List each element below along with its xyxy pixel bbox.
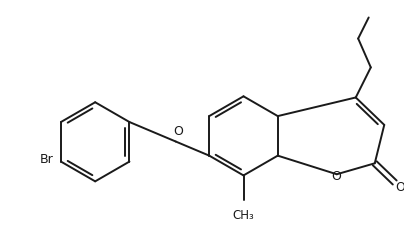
Text: Br: Br	[40, 153, 54, 166]
Text: CH₃: CH₃	[233, 209, 255, 222]
Text: O: O	[174, 125, 183, 138]
Text: O: O	[395, 181, 404, 194]
Text: O: O	[331, 170, 341, 183]
